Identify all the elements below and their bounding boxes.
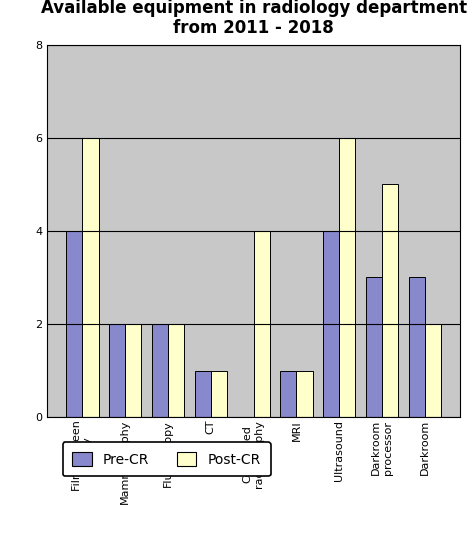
Bar bbox=[109, 324, 125, 417]
Bar bbox=[152, 324, 168, 417]
Bar bbox=[194, 370, 211, 417]
Bar bbox=[280, 370, 296, 417]
Bar bbox=[211, 370, 227, 417]
Bar bbox=[366, 277, 382, 417]
Bar bbox=[382, 184, 398, 417]
Bar bbox=[66, 231, 82, 417]
Bar bbox=[339, 138, 356, 417]
Bar bbox=[82, 138, 99, 417]
Bar bbox=[409, 277, 425, 417]
Legend: Pre-CR, Post-CR: Pre-CR, Post-CR bbox=[63, 442, 271, 476]
Bar bbox=[168, 324, 184, 417]
Bar bbox=[125, 324, 141, 417]
Title: Available equipment in radiology department
from 2011 - 2018: Available equipment in radiology departm… bbox=[41, 0, 466, 37]
Bar bbox=[296, 370, 313, 417]
Bar bbox=[254, 231, 270, 417]
Bar bbox=[323, 231, 339, 417]
Bar bbox=[425, 324, 441, 417]
